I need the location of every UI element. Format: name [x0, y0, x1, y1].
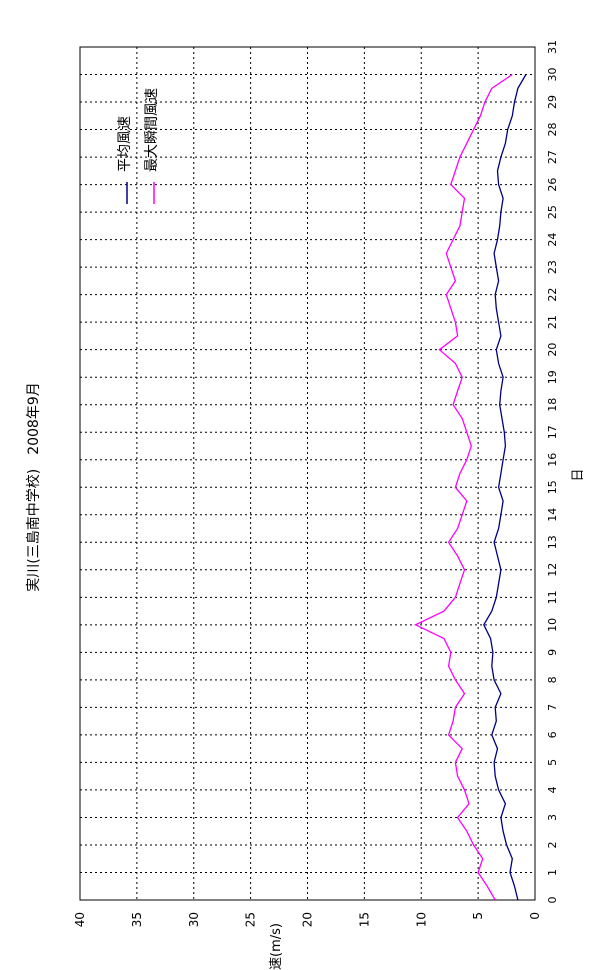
- x-tick-label: 20: [546, 343, 559, 357]
- x-tick-label: 1: [546, 869, 559, 876]
- x-tick-label: 5: [546, 759, 559, 766]
- y-axis-tick-labels: 0 5 10 15 20 25 30 35 40: [73, 912, 542, 927]
- x-tick-label: 17: [546, 425, 559, 439]
- x-tick-label: 25: [546, 205, 559, 219]
- x-tick: 12: [546, 563, 559, 577]
- y-tick-label: 35: [130, 912, 144, 927]
- x-tick-label: 29: [546, 95, 559, 109]
- y-tick-label: 25: [244, 912, 258, 927]
- x-tick-label: 26: [546, 178, 559, 192]
- series-lines: [414, 73, 527, 901]
- x-tick-label: 31: [546, 40, 559, 54]
- series-max-gust-line: [414, 73, 513, 901]
- x-tick-label: 16: [546, 453, 559, 467]
- x-tick: 26: [546, 178, 559, 192]
- x-tick-label: 14: [546, 508, 559, 522]
- x-tick: 4: [546, 786, 559, 793]
- x-tick: 3: [546, 814, 559, 821]
- x-tick-label: 19: [546, 370, 559, 384]
- x-tick-label: 11: [546, 590, 559, 604]
- x-tick-label: 3: [546, 814, 559, 821]
- x-tick: 29: [546, 95, 559, 109]
- y-tick: 10: [414, 912, 428, 927]
- y-tick-label: 20: [301, 912, 315, 927]
- x-axis-title-text: 日: [571, 468, 586, 481]
- x-tick-label: 4: [546, 786, 559, 793]
- y-tick-label: 40: [73, 912, 87, 927]
- y-tick: 35: [130, 912, 144, 927]
- x-tick: 16: [546, 453, 559, 467]
- x-tick: 13: [546, 535, 559, 549]
- x-tick-label: 23: [546, 260, 559, 274]
- x-tick: 21: [546, 315, 559, 329]
- x-tick-label: 2: [546, 841, 559, 848]
- x-tick: 2: [546, 841, 559, 848]
- y-tick-label: 5: [471, 912, 485, 920]
- legend-label-max: 最大瞬間風速: [144, 88, 160, 172]
- x-tick: 15: [546, 480, 559, 494]
- x-tick: 0: [546, 897, 559, 904]
- legend: 平均風速 最大瞬間風速: [117, 88, 160, 204]
- x-tick: 30: [546, 68, 559, 82]
- y-tick-label: 10: [414, 912, 428, 927]
- x-tick: 22: [546, 288, 559, 302]
- x-tick: 17: [546, 425, 559, 439]
- x-tick: 7: [546, 704, 559, 711]
- y-axis-title-text: 風速(m/s): [269, 923, 284, 970]
- x-tick: 20: [546, 343, 559, 357]
- x-tick-label: 15: [546, 480, 559, 494]
- x-axis-tick-labels: 0123456789101112131415161718192021222324…: [546, 40, 559, 904]
- y-tick: 30: [187, 912, 201, 927]
- y-tick-label: 0: [528, 912, 542, 920]
- x-tick: 31: [546, 40, 559, 54]
- y-tick-label: 15: [357, 912, 371, 927]
- x-tick-label: 24: [546, 233, 559, 247]
- legend-label-mean: 平均風速: [117, 116, 133, 172]
- x-axis-title: 日: [571, 468, 586, 481]
- x-tick-label: 27: [546, 150, 559, 164]
- x-tick-label: 10: [546, 618, 559, 632]
- y-tick-label: 30: [187, 912, 201, 927]
- x-tick-label: 0: [546, 897, 559, 904]
- x-tick: 10: [546, 618, 559, 632]
- chart-title: 実川(三島南中学校) 2008年9月: [25, 382, 42, 591]
- x-tick-label: 8: [546, 676, 559, 683]
- x-tick: 6: [546, 731, 559, 738]
- x-tick: 28: [546, 123, 559, 137]
- x-tick-label: 6: [546, 731, 559, 738]
- x-tick: 25: [546, 205, 559, 219]
- chart-title-text: 実川(三島南中学校) 2008年9月: [25, 382, 42, 591]
- x-tick: 19: [546, 370, 559, 384]
- x-tick: 11: [546, 590, 559, 604]
- x-tick: 8: [546, 676, 559, 683]
- x-tick-label: 12: [546, 563, 559, 577]
- x-tick: 18: [546, 398, 559, 412]
- x-tick-label: 9: [546, 649, 559, 656]
- x-tick: 5: [546, 759, 559, 766]
- series-mean-wind-line: [483, 74, 527, 901]
- x-tick-label: 18: [546, 398, 559, 412]
- y-tick: 15: [357, 912, 371, 927]
- x-tick-label: 21: [546, 315, 559, 329]
- plot-area: [79, 46, 536, 901]
- y-tick: 0: [528, 912, 542, 920]
- y-tick: 20: [301, 912, 315, 927]
- grid-lines: [80, 47, 535, 900]
- x-tick-label: 13: [546, 535, 559, 549]
- y-tick: 5: [471, 912, 485, 920]
- x-tick: 9: [546, 649, 559, 656]
- x-tick: 24: [546, 233, 559, 247]
- y-axis-title: 風速(m/s): [269, 923, 284, 970]
- x-tick-label: 7: [546, 704, 559, 711]
- x-tick: 23: [546, 260, 559, 274]
- x-tick: 27: [546, 150, 559, 164]
- x-tick-label: 30: [546, 68, 559, 82]
- x-tick-label: 22: [546, 288, 559, 302]
- x-tick-label: 28: [546, 123, 559, 137]
- y-tick: 40: [73, 912, 87, 927]
- y-tick: 25: [244, 912, 258, 927]
- x-tick: 14: [546, 508, 559, 522]
- x-tick: 1: [546, 869, 559, 876]
